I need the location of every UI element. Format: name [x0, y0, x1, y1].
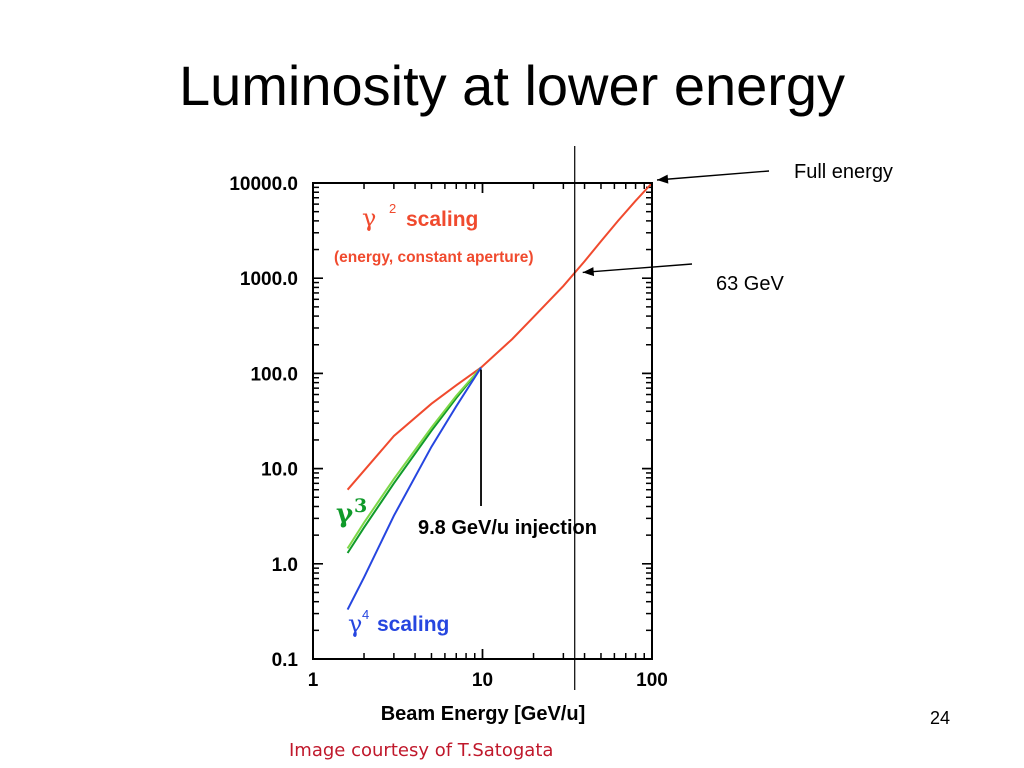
y-tick-label: 1000.0 [240, 269, 298, 290]
x-tick-label: 1 [308, 670, 319, 691]
full-energy-label: Full energy [794, 161, 893, 183]
gamma3-symbol: γ [336, 499, 354, 529]
annotation-arrows [582, 170, 770, 277]
series-gamma4 [346, 367, 482, 611]
full-energy-arrow-shaft [656, 170, 770, 181]
plot-frame [312, 182, 653, 660]
full-energy-arrow [656, 170, 770, 184]
gamma2-note: (energy, constant aperture) [334, 249, 534, 266]
injection-label: 9.8 GeV/u injection [418, 517, 597, 539]
gamma4-exponent: 4 [362, 607, 369, 622]
series-gamma3-a [346, 366, 482, 554]
y-tick-label: 1.0 [272, 555, 298, 576]
curves [346, 182, 653, 611]
x-tick-label: 100 [636, 670, 668, 691]
gamma2-exponent: 2 [389, 201, 396, 216]
gamma3-exponent: 3 [354, 495, 367, 517]
series-gamma3-b [346, 366, 482, 549]
energy-63-arrow-shaft [582, 263, 693, 274]
y-tick-label: 100.0 [250, 364, 298, 385]
slide-title: Luminosity at lower energy [178, 54, 846, 117]
image-credit: Image courtesy of T.Satogata [289, 740, 554, 761]
energy-63-arrow-head [582, 267, 595, 277]
gamma4-symbol: γ [348, 610, 362, 638]
x-axis-label: Beam Energy [GeV/u] [381, 703, 586, 725]
y-tick-label: 10.0 [261, 460, 298, 481]
y-tick-label: 10000.0 [229, 174, 298, 195]
gamma2-scaling-label: scaling [406, 208, 478, 231]
gamma4-scaling-label: scaling [377, 613, 449, 636]
energy-63-label: 63 GeV [716, 273, 784, 295]
slide-number: 24 [930, 708, 951, 728]
y-tick-label: 0.1 [272, 650, 299, 671]
tick-labels: 0.1 1.0 10.0 100.0 1000.0 10000.0 1 10 100 [229, 174, 668, 691]
full-energy-arrow-head [657, 174, 669, 184]
x-tick-label: 10 [472, 670, 493, 691]
markers [480, 146, 576, 690]
energy-63-arrow [582, 263, 693, 277]
gamma2-symbol: γ [362, 204, 376, 232]
series-gamma2 [346, 182, 653, 491]
